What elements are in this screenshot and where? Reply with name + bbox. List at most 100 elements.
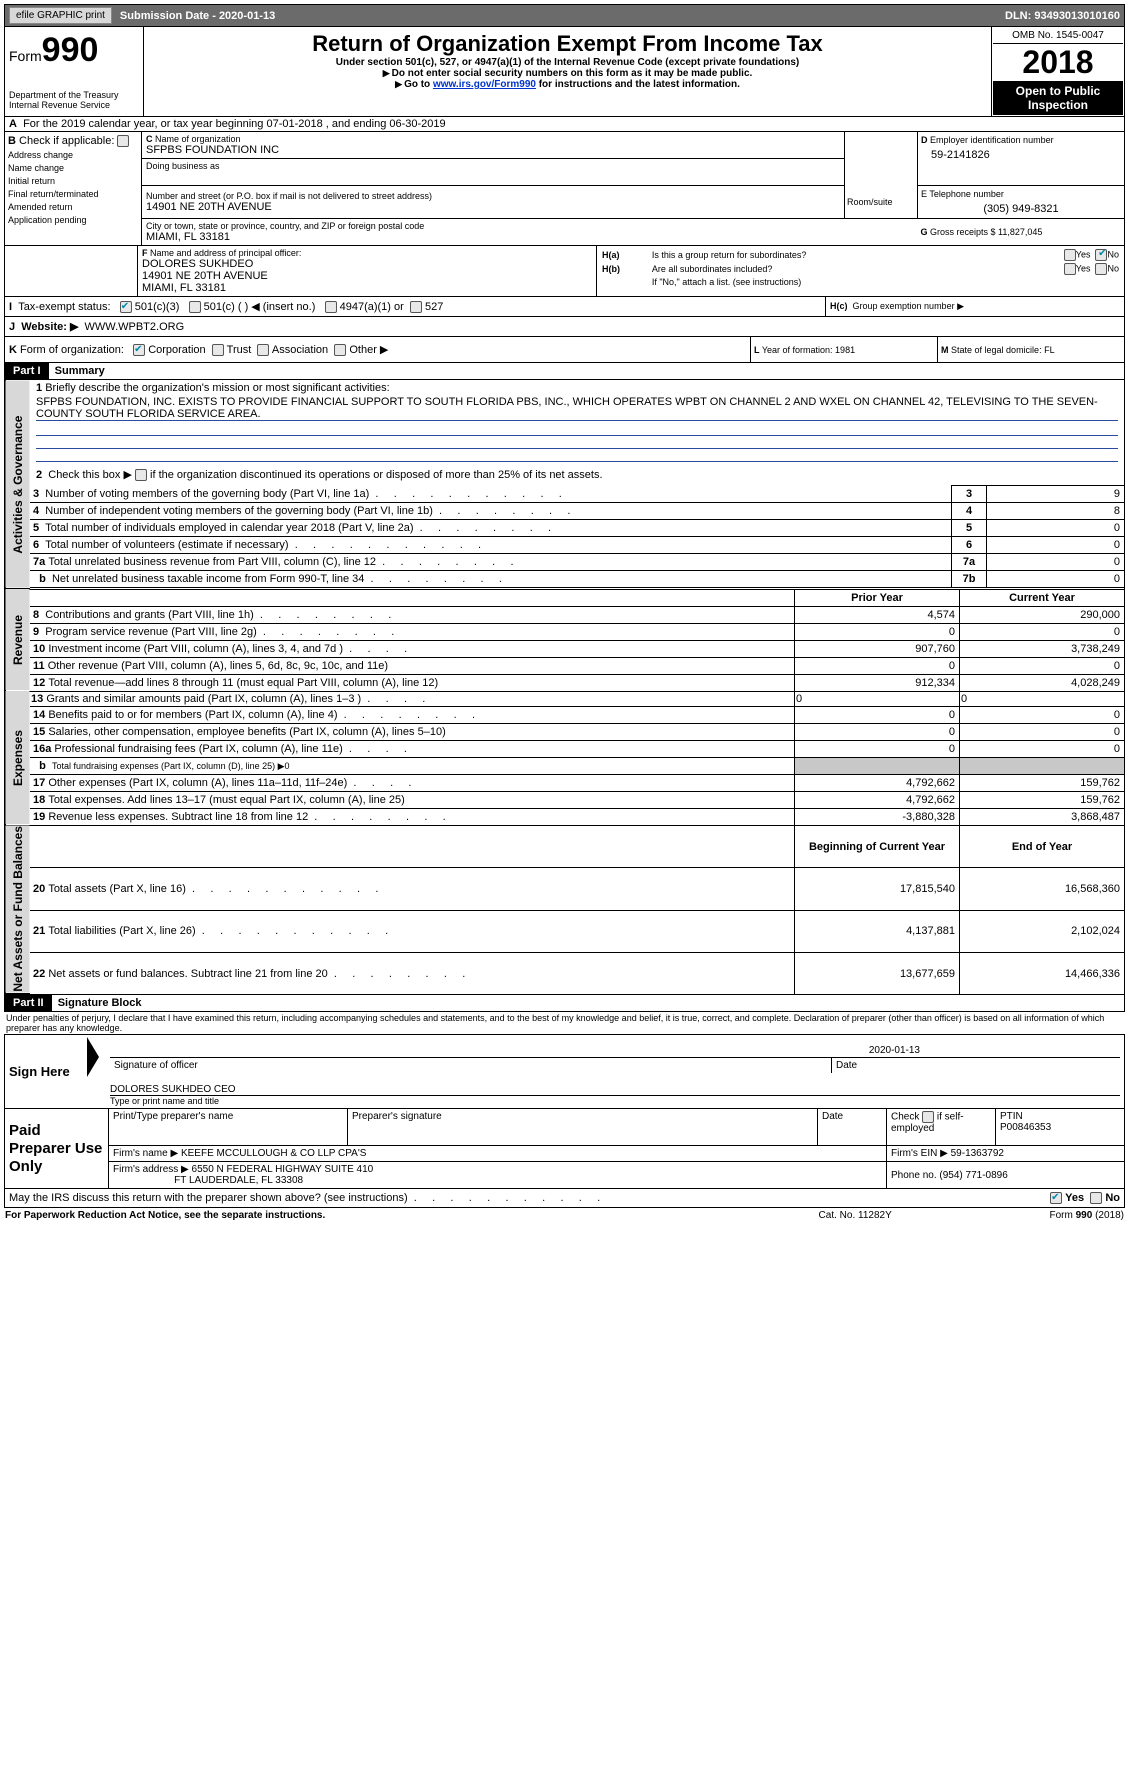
omb-cell: OMB No. 1545-0047 2018 Open to Public In… [992,27,1125,117]
section-hc: H(c) Group exemption number ▶ [826,297,1125,316]
row-12: 12 Total revenue—add lines 8 through 11 … [6,674,1125,691]
box-num: 4 [952,503,987,520]
checkbox[interactable] [257,344,269,356]
n: 8 [33,609,39,621]
checkbox[interactable] [135,469,147,481]
open-to-public: Open to Public Inspection [993,81,1123,115]
mission-text: SFPBS FOUNDATION, INC. EXISTS TO PROVIDE… [36,396,1118,421]
sig-officer-label: Signature of officer [110,1057,832,1073]
street-label: Number and street (or P.O. box if mail i… [146,191,432,201]
section-f: F Name and address of principal officer:… [138,246,597,296]
checkbox[interactable] [1095,263,1107,275]
arrow-icon [395,79,404,90]
lbl: Other revenue (Part VIII, column (A), li… [48,660,388,672]
phone: (305) 949-8321 [921,203,1121,215]
firm-ein-label: Firm's EIN ▶ [891,1148,948,1159]
prior: 17,815,540 [795,868,960,910]
firm-addr2: FT LAUDERDALE, FL 33308 [174,1175,303,1186]
lbl: Other expenses (Part IX, column (A), lin… [48,777,411,789]
i-label: Tax-exempt status: [18,301,110,313]
n: 21 [33,925,45,937]
line2-text: Check this box ▶ if the organization dis… [48,469,602,481]
curr: 159,762 [960,774,1125,791]
firm-addr1: 6550 N FEDERAL HIGHWAY SUITE 410 [192,1164,374,1175]
no: No [1105,1192,1120,1204]
omb-number: OMB No. 1545-0047 [993,28,1123,44]
checkbox[interactable] [922,1111,934,1123]
firm-name-label: Firm's name ▶ [113,1148,178,1159]
city-label: City or town, state or province, country… [146,221,914,231]
spacer [845,132,918,186]
row-8: 8 Contributions and grants (Part VIII, l… [6,606,1125,623]
prior: 0 [795,723,960,740]
checkbox[interactable] [325,301,337,313]
lbl: Program service revenue (Part VIII, line… [45,626,394,638]
line-num: 7a [33,556,45,568]
n: b [39,760,46,772]
irs-link[interactable]: www.irs.gov/Form990 [433,79,536,90]
website: WWW.WPBT2.ORG [85,321,185,333]
officer-name-title: DOLORES SUKHDEO CEO [110,1084,1120,1096]
line-a: A For the 2019 calendar year, or tax yea… [5,117,1125,132]
checkbox-checked[interactable] [120,301,132,313]
n: 22 [33,968,45,980]
date-label: Date [832,1057,1121,1073]
curr: 14,466,336 [960,953,1125,994]
checkbox[interactable] [1090,1192,1102,1204]
lbl: Total liabilities (Part X, line 26) [48,925,388,937]
n: 11 [33,660,45,672]
checkbox[interactable] [410,301,422,313]
row-18: 18 Total expenses. Add lines 13–17 (must… [6,791,1125,808]
checkbox[interactable] [212,344,224,356]
no: No [1107,249,1119,259]
checkbox[interactable] [1064,249,1076,261]
no: No [1107,263,1119,273]
ptin: P00846353 [1000,1122,1051,1133]
prior: 907,760 [795,640,960,657]
section-c-dba: Doing business as [142,159,845,186]
checkbox[interactable] [117,135,129,147]
row-6: 6 Total number of volunteers (estimate i… [6,537,1125,554]
checkbox-checked[interactable] [133,344,145,356]
b-opt-5: Application pending [8,215,138,225]
ha-text: Is this a group return for subordinates? [646,248,1008,262]
val: 9 [987,486,1125,503]
checkbox-checked[interactable] [1095,249,1107,261]
city: MIAMI, FL 33181 [146,231,914,243]
prior: 0 [795,740,960,757]
checkbox[interactable] [1064,263,1076,275]
type-name-label: Type or print name and title [110,1096,1120,1106]
current-year-header: Current Year [960,589,1125,606]
part2-label: Part II [5,995,52,1011]
paid-preparer-label: Paid Preparer Use Only [5,1109,109,1189]
checkbox-checked[interactable] [1050,1192,1062,1204]
b-opt-4: Amended return [8,202,138,212]
prior: 4,574 [795,606,960,623]
room-suite: Room/suite [845,186,918,219]
efile-graphic-btn[interactable]: efile GRAPHIC print [9,7,112,24]
footer-right: Form 990 (2018) [944,1209,1125,1222]
checkbox[interactable] [334,344,346,356]
k-opt2: Association [272,344,328,356]
n: 17 [33,777,45,789]
checkbox[interactable] [189,301,201,313]
row-9: 9 Program service revenue (Part VIII, li… [6,623,1125,640]
ptin-label: PTIN [1000,1111,1023,1122]
arrow-icon [87,1037,99,1077]
box-num: 5 [952,520,987,537]
lbl: Benefits paid to or for members (Part IX… [48,709,475,721]
footer-left: For Paperwork Reduction Act Notice, see … [5,1210,325,1221]
n: 16a [33,743,51,755]
n: 15 [33,726,45,738]
officer-name: DOLORES SUKHDEO [142,258,592,270]
section-gov-label: Activities & Governance [6,380,31,589]
section-i: I Tax-exempt status: 501(c)(3) 501(c) ( … [5,297,826,316]
box-num: 6 [952,537,987,554]
prior: 912,334 [795,674,960,691]
yes: Yes [1065,1192,1084,1204]
k-opt1: Trust [227,344,252,356]
line-label: Total number of individuals employed in … [45,522,551,534]
n: 20 [33,883,45,895]
lbl: Professional fundraising fees (Part IX, … [54,743,407,755]
yes: Yes [1076,249,1091,259]
